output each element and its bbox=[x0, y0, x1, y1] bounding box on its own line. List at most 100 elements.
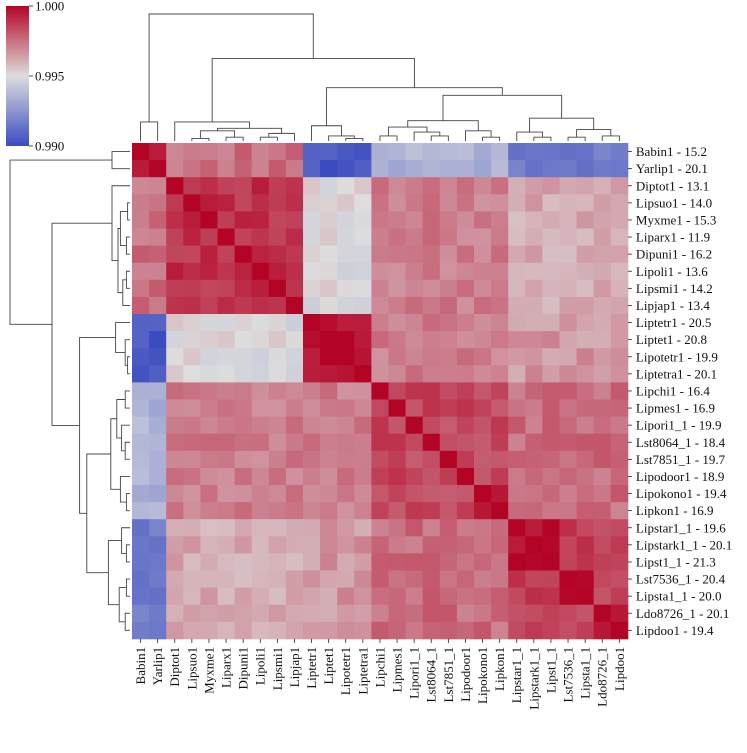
heatmap-cell bbox=[183, 245, 201, 264]
heatmap-cell bbox=[166, 348, 184, 366]
heatmap-cell bbox=[388, 467, 406, 486]
heatmap-cell bbox=[508, 245, 526, 264]
dendrogram-link bbox=[111, 151, 130, 170]
heatmap-cell bbox=[149, 194, 167, 212]
heatmap-cell bbox=[251, 450, 270, 469]
heatmap-cell bbox=[251, 433, 270, 452]
heatmap-cell bbox=[217, 570, 235, 588]
heatmap-cell bbox=[456, 194, 475, 212]
row-label: Lst8064_1 - 18.4 bbox=[636, 435, 726, 450]
heatmap-cell bbox=[491, 228, 509, 246]
heatmap-cell bbox=[251, 604, 270, 623]
heatmap-cell bbox=[200, 553, 218, 571]
heatmap-cell bbox=[576, 570, 595, 588]
heatmap-cell bbox=[422, 553, 441, 571]
heatmap-cell bbox=[183, 365, 201, 383]
heatmap-cell bbox=[200, 143, 218, 161]
heatmap-cell bbox=[354, 331, 372, 349]
heatmap-cell bbox=[525, 296, 543, 315]
heatmap-cell bbox=[508, 348, 526, 366]
heatmap-cell bbox=[320, 177, 338, 195]
heatmap-cell bbox=[217, 177, 235, 195]
heatmap-cell bbox=[183, 160, 201, 178]
heatmap-cell bbox=[183, 604, 201, 623]
dendrogram-link bbox=[174, 121, 251, 141]
heatmap-cell bbox=[217, 519, 235, 537]
heatmap-cell bbox=[593, 450, 612, 469]
heatmap-cell bbox=[388, 348, 406, 366]
heatmap-cell bbox=[303, 365, 321, 383]
heatmap-cell bbox=[405, 519, 424, 537]
heatmap-cell bbox=[439, 331, 458, 349]
heatmap-cell bbox=[371, 296, 389, 315]
heatmap-cell bbox=[166, 296, 184, 315]
heatmap-cell bbox=[320, 245, 338, 264]
heatmap-cell bbox=[576, 519, 595, 537]
row-label: Lipkon1 - 16.9 bbox=[636, 503, 714, 518]
heatmap-cell bbox=[132, 450, 150, 469]
heatmap-cell bbox=[320, 228, 338, 246]
heatmap-cell bbox=[303, 143, 321, 161]
heatmap-cell bbox=[337, 570, 355, 588]
heatmap-cell bbox=[337, 399, 355, 417]
heatmap-cell bbox=[405, 177, 424, 195]
heatmap-cell bbox=[610, 382, 629, 400]
col-label: Lipdoo1 bbox=[612, 647, 627, 691]
heatmap-cell bbox=[593, 553, 612, 571]
heatmap-cell bbox=[559, 211, 577, 229]
heatmap-cell bbox=[251, 262, 270, 281]
heatmap-cell bbox=[217, 382, 235, 400]
heatmap-cell bbox=[166, 143, 184, 161]
heatmap-cell bbox=[337, 604, 355, 623]
colorbar-tick-label: 0.990 bbox=[35, 139, 64, 154]
heatmap-cell bbox=[320, 467, 338, 486]
heatmap-cell bbox=[491, 177, 509, 195]
heatmap-cell bbox=[388, 399, 406, 417]
dendrogram-link bbox=[430, 135, 449, 141]
dendrogram-link bbox=[311, 125, 342, 141]
dendrogram-link bbox=[225, 136, 244, 141]
heatmap-cell bbox=[456, 621, 475, 640]
heatmap-cell bbox=[149, 587, 167, 606]
heatmap-cell bbox=[200, 279, 218, 298]
heatmap-cell bbox=[388, 262, 406, 281]
heatmap-cell bbox=[559, 143, 577, 161]
heatmap-cell bbox=[200, 467, 218, 486]
heatmap-cell bbox=[234, 467, 253, 486]
heatmap-cell bbox=[234, 502, 253, 520]
heatmap-cell bbox=[303, 502, 321, 520]
heatmap-cell bbox=[474, 536, 492, 554]
row-label: Lipmes1 - 16.9 bbox=[636, 401, 715, 416]
heatmap-cell bbox=[388, 416, 406, 435]
heatmap-cell bbox=[285, 296, 304, 315]
heatmap-cell bbox=[439, 399, 458, 417]
heatmap-cell bbox=[593, 211, 612, 229]
heatmap-cell bbox=[542, 433, 560, 452]
heatmap-cell bbox=[337, 416, 355, 435]
heatmap-cell bbox=[388, 621, 406, 640]
heatmap-cell bbox=[132, 433, 150, 452]
heatmap-cell bbox=[371, 570, 389, 588]
heatmap-cell bbox=[422, 382, 441, 400]
heatmap-cell bbox=[303, 177, 321, 195]
heatmap-cell bbox=[217, 314, 235, 332]
heatmap-cell bbox=[405, 416, 424, 435]
row-label: Liparx1 - 11.9 bbox=[636, 230, 710, 245]
heatmap-cell bbox=[610, 160, 629, 178]
heatmap-cell bbox=[508, 570, 526, 588]
heatmap-cell bbox=[593, 467, 612, 486]
heatmap-cell bbox=[559, 228, 577, 246]
heatmap-cell bbox=[371, 194, 389, 212]
heatmap-cell bbox=[542, 399, 560, 417]
col-label: Lipstark1_1 bbox=[526, 647, 541, 710]
heatmap-cell bbox=[525, 331, 543, 349]
heatmap-cell bbox=[217, 365, 235, 383]
heatmap-cell bbox=[320, 296, 338, 315]
heatmap-cell bbox=[491, 331, 509, 349]
heatmap-cell bbox=[303, 621, 321, 640]
heatmap-cell bbox=[593, 262, 612, 281]
heatmap-cell bbox=[234, 553, 253, 571]
heatmap-cell bbox=[200, 587, 218, 606]
heatmap-cell bbox=[354, 279, 372, 298]
heatmap-cell bbox=[439, 228, 458, 246]
